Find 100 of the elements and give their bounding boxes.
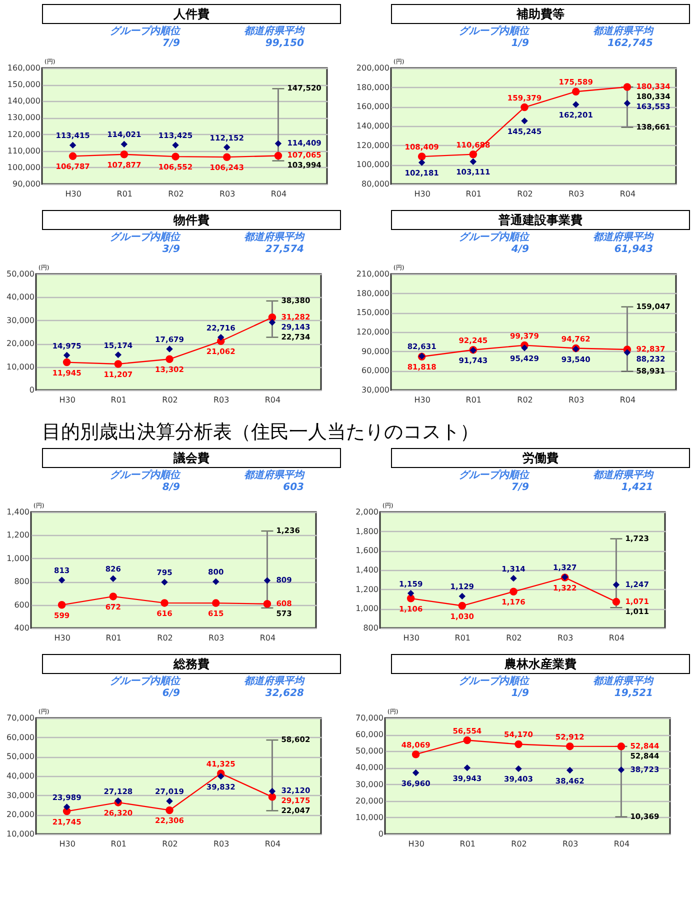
x-tick-label: R01 bbox=[110, 396, 127, 404]
point bbox=[160, 599, 168, 607]
point bbox=[463, 736, 472, 744]
x-tick-label: H30 bbox=[414, 396, 430, 404]
x-tick-label: R04 bbox=[264, 396, 281, 404]
x-tick-label: R02 bbox=[511, 840, 527, 848]
point bbox=[62, 358, 71, 366]
point bbox=[212, 599, 220, 607]
y-tick-label: 20,000 bbox=[356, 796, 384, 806]
point bbox=[469, 150, 478, 158]
point bbox=[222, 153, 231, 161]
point bbox=[520, 103, 528, 112]
x-tick-label: R04 bbox=[620, 396, 636, 404]
y-tick-label: 20,000 bbox=[6, 810, 34, 820]
text: 都道府県平均 bbox=[243, 470, 304, 482]
y-tick-label: 100,000 bbox=[356, 160, 390, 170]
point bbox=[264, 577, 271, 584]
y-tick-label: 150,000 bbox=[356, 308, 390, 318]
chart-title: 農林水産業費 bbox=[391, 654, 690, 674]
point bbox=[274, 140, 282, 147]
y-tick-label: 70,000 bbox=[6, 714, 34, 722]
y-tick-label: 30,000 bbox=[362, 386, 390, 394]
y-tick-label: 30,000 bbox=[356, 780, 384, 789]
text: 都道府県平均 bbox=[243, 676, 304, 688]
text: 27,574 bbox=[264, 244, 304, 256]
y-tick-label: 50,000 bbox=[6, 752, 34, 762]
x-tick-label: R01 bbox=[466, 396, 482, 404]
y-tick-label: 40,000 bbox=[6, 292, 34, 302]
point bbox=[268, 793, 276, 801]
point bbox=[566, 742, 574, 750]
x-tick-label: R03 bbox=[219, 190, 236, 198]
y-tick-label: 180,000 bbox=[356, 82, 390, 92]
y-tick-label: 1,000 bbox=[356, 604, 378, 614]
text: 7/9 bbox=[161, 38, 180, 50]
x-tick-label: R02 bbox=[517, 396, 533, 404]
y-tick-label: 90,000 bbox=[12, 180, 40, 188]
x-tick-label: H30 bbox=[54, 634, 70, 642]
x-tick-label: H30 bbox=[408, 840, 424, 848]
text: 19,521 bbox=[613, 688, 653, 700]
text: グループ内順位 bbox=[109, 676, 180, 688]
chart-title: 議会費 bbox=[42, 448, 341, 468]
text: グループ内順位 bbox=[109, 26, 180, 38]
x-tick-label: R04 bbox=[620, 190, 636, 198]
x-tick-label: R01 bbox=[466, 190, 482, 198]
point bbox=[418, 152, 426, 160]
text: 都道府県平均 bbox=[592, 232, 653, 244]
y-tick-label: 60,000 bbox=[362, 366, 390, 376]
point bbox=[166, 798, 173, 804]
x-tick-label: R02 bbox=[162, 396, 178, 404]
point bbox=[470, 158, 477, 166]
x-tick-label: R01 bbox=[116, 190, 133, 198]
point bbox=[464, 764, 471, 772]
point bbox=[120, 150, 128, 158]
x-tick-label: R01 bbox=[110, 840, 127, 848]
point bbox=[212, 578, 220, 585]
text: 都道府県平均 bbox=[592, 26, 653, 38]
point bbox=[572, 88, 580, 96]
point bbox=[166, 346, 173, 352]
y-tick-label: 70,000 bbox=[356, 714, 384, 722]
y-tick-label: 1,200 bbox=[356, 584, 378, 594]
point bbox=[172, 152, 180, 160]
x-tick-label: R03 bbox=[213, 396, 230, 404]
y-tick-label: 600 bbox=[14, 600, 30, 610]
point bbox=[612, 598, 620, 606]
x-tick-label: R04 bbox=[614, 840, 630, 848]
x-tick-label: R04 bbox=[608, 634, 625, 642]
point bbox=[224, 144, 230, 151]
y-tick-label: 130,000 bbox=[7, 113, 40, 122]
y-tick-label: 1,800 bbox=[356, 526, 378, 536]
y-tick-label: 800 bbox=[14, 577, 30, 586]
y-tick-label: 120,000 bbox=[7, 130, 40, 139]
x-tick-label: H30 bbox=[65, 190, 82, 198]
point bbox=[521, 118, 528, 124]
text: 1/9 bbox=[510, 688, 529, 700]
y-tick-label: 180,000 bbox=[356, 288, 390, 298]
x-tick-label: R01 bbox=[106, 634, 122, 642]
y-tick-label: 10,000 bbox=[6, 830, 34, 838]
point bbox=[268, 319, 276, 326]
point bbox=[458, 602, 466, 610]
y-tick-label: 60,000 bbox=[6, 732, 34, 742]
x-tick-label: R04 bbox=[260, 634, 276, 642]
y-tick-label: 0 bbox=[29, 386, 34, 394]
y-tick-label: 140,000 bbox=[7, 96, 40, 106]
y-tick-label: 30,000 bbox=[6, 316, 34, 325]
point bbox=[623, 83, 632, 91]
text: グループ内順位 bbox=[109, 232, 180, 244]
x-tick-label: R03 bbox=[208, 634, 224, 642]
chart-title: 普通建設事業費 bbox=[391, 210, 690, 230]
point bbox=[510, 588, 518, 596]
y-tick-label: 60,000 bbox=[356, 730, 384, 740]
x-tick-label: R04 bbox=[270, 190, 287, 198]
point bbox=[68, 152, 77, 160]
x-tick-label: R02 bbox=[157, 634, 173, 642]
text: 3/9 bbox=[161, 244, 180, 256]
text: グループ内順位 bbox=[458, 232, 529, 244]
text: 162,745 bbox=[606, 38, 653, 50]
point bbox=[612, 581, 620, 588]
point bbox=[166, 355, 174, 364]
point bbox=[618, 766, 625, 774]
y-tick-label: 1,600 bbox=[356, 546, 378, 556]
